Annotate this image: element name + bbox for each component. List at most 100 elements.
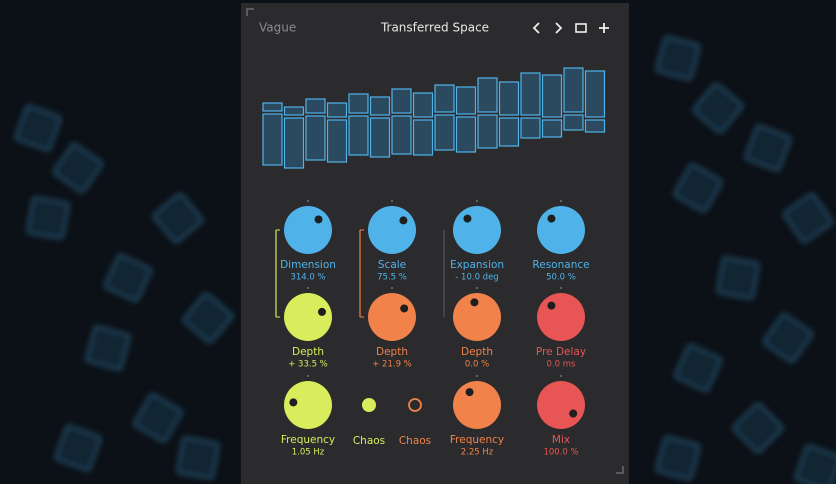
visualizer-bar — [520, 117, 541, 139]
visualizer-bar — [541, 74, 563, 118]
knob-tick — [307, 200, 309, 202]
knob-indicator — [289, 398, 298, 407]
bg-square — [783, 193, 833, 243]
knob-indicator — [399, 216, 408, 225]
knob-label: Depth — [461, 346, 493, 358]
knob-indicator — [314, 215, 323, 224]
knob[interactable] — [537, 206, 585, 254]
knob[interactable] — [284, 381, 332, 429]
knob-tick — [560, 375, 562, 377]
knob-value: + 21.9 % — [372, 360, 412, 370]
knob-indicator — [400, 304, 409, 313]
knob-tick — [560, 200, 562, 202]
bg-square — [655, 435, 701, 481]
visualizer — [262, 67, 606, 169]
visualizer-bar — [563, 67, 584, 113]
visualizer-bar — [563, 114, 584, 131]
knob[interactable] — [368, 206, 416, 254]
knob[interactable] — [284, 206, 332, 254]
knob-indicator — [465, 388, 474, 397]
visualizer-bar — [348, 93, 369, 114]
knob-value: 0.0 ms — [547, 360, 576, 370]
save-button[interactable] — [575, 23, 587, 33]
bg-square — [673, 163, 723, 213]
bg-square — [182, 292, 234, 344]
knob-tick — [560, 287, 562, 289]
knob[interactable] — [368, 293, 416, 341]
visualizer-bar — [412, 119, 434, 156]
visualizer-bar — [520, 72, 541, 116]
resize-handle[interactable] — [616, 466, 624, 474]
visualizer-bar — [283, 117, 305, 169]
knob[interactable] — [537, 381, 585, 429]
knob-value: 75.5 % — [377, 273, 407, 283]
knobs: Dimension 314.0 % Scale 75.5 % Expansion - 10… — [280, 200, 590, 458]
knob-tick — [391, 287, 393, 289]
knob[interactable] — [284, 293, 332, 341]
knob-label: Frequency — [281, 434, 335, 446]
knob-label: Pre Delay — [536, 346, 586, 358]
bg-square — [763, 313, 813, 363]
add-button[interactable] — [599, 23, 609, 33]
bg-square — [133, 393, 183, 443]
knob-tick — [476, 287, 478, 289]
knob-value: - 10.0 deg — [455, 273, 498, 283]
corner-mark — [246, 8, 254, 16]
bg-square — [53, 143, 103, 193]
preset-title[interactable]: Transferred Space — [380, 21, 489, 35]
visualizer-bar — [477, 77, 498, 113]
prev-button[interactable] — [532, 22, 540, 34]
visualizer-bar — [434, 84, 455, 113]
bg-square — [674, 344, 722, 392]
knob[interactable] — [453, 206, 501, 254]
bg-square — [85, 325, 131, 371]
knob-label: Depth — [376, 346, 408, 358]
visualizer-bar — [369, 96, 391, 116]
visualizer-bar — [326, 119, 348, 163]
bg-square — [716, 256, 760, 300]
knob[interactable] — [537, 293, 585, 341]
visualizer-bar — [477, 114, 498, 149]
visualizer-bar — [434, 114, 455, 151]
knob-tick — [476, 200, 478, 202]
bg-square — [692, 82, 744, 134]
visualizer-bar — [262, 102, 283, 112]
visualizer-bar — [305, 115, 326, 161]
knob[interactable] — [453, 293, 501, 341]
knob-tick — [391, 200, 393, 202]
knob-value: 1.05 Hz — [292, 448, 325, 458]
knob[interactable] — [453, 381, 501, 429]
visualizer-bar — [348, 115, 369, 156]
knob-tick — [476, 375, 478, 377]
bg-square — [744, 124, 792, 172]
bg-square — [104, 254, 152, 302]
knob-value: + 33.5 % — [288, 360, 328, 370]
knob-indicator — [569, 409, 578, 418]
knob-tick — [307, 375, 309, 377]
bg-square — [152, 192, 204, 244]
knob-indicator — [547, 301, 556, 310]
visualizer-bar — [369, 117, 391, 158]
visualizer-bar — [498, 81, 520, 116]
chaos-toggle[interactable] — [362, 398, 376, 412]
background-squares — [14, 35, 836, 484]
knob-label: Chaos — [353, 435, 385, 447]
knob-label: Mix — [552, 434, 570, 446]
knob-indicator — [547, 214, 556, 223]
knob-label: Scale — [378, 259, 406, 271]
bg-square — [14, 104, 62, 152]
bg-square — [655, 35, 701, 81]
next-button[interactable] — [555, 22, 563, 34]
visualizer-bar — [498, 117, 520, 147]
knob-value: 2.25 Hz — [461, 448, 494, 458]
visualizer-bar — [584, 70, 606, 118]
knob-value: 314.0 % — [290, 273, 325, 283]
knob-indicator — [470, 298, 479, 307]
bg-square — [794, 444, 836, 484]
visualizer-bar — [455, 116, 477, 153]
visualizer-bar — [541, 119, 563, 138]
knob-label: Depth — [292, 346, 324, 358]
bg-square — [732, 402, 784, 454]
chaos-toggle[interactable] — [408, 398, 422, 412]
visualizer-bar — [283, 106, 305, 116]
